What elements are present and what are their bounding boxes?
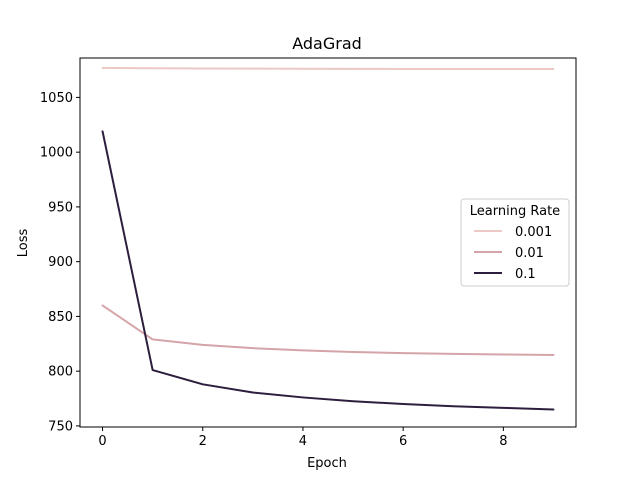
y-tick-label: 900 xyxy=(48,255,73,270)
plot-area xyxy=(101,66,555,411)
y-tick-label: 1050 xyxy=(40,91,73,106)
y-tick-label: 750 xyxy=(48,419,73,434)
legend-box xyxy=(460,198,570,287)
y-tick-label: 800 xyxy=(48,365,73,380)
legend-label-0.01: 0.01 xyxy=(515,246,544,261)
y-tick-label: 850 xyxy=(48,310,73,325)
x-tick-label: 0 xyxy=(98,434,106,449)
x-tick-label: 4 xyxy=(299,434,307,449)
series-line-0.01 xyxy=(101,304,555,356)
x-tick-label: 6 xyxy=(399,434,407,449)
x-axis-label: Epoch xyxy=(307,456,347,471)
y-axis-label: Loss xyxy=(16,229,31,258)
series-line-0.001 xyxy=(101,66,555,71)
series-line-0.1 xyxy=(101,130,555,411)
legend-label-0.1: 0.1 xyxy=(515,267,536,282)
y-tick-label: 950 xyxy=(48,200,73,215)
y-tick-label: 1000 xyxy=(40,146,73,161)
legend: Learning Rate 0.001 0.01 0.1 xyxy=(460,198,570,287)
x-tick-label: 2 xyxy=(199,434,207,449)
legend-title: Learning Rate xyxy=(470,204,560,219)
legend-label-0.001: 0.001 xyxy=(515,225,552,240)
axes-frame xyxy=(79,57,577,428)
chart-title: AdaGrad xyxy=(292,34,362,53)
x-tick-label: 8 xyxy=(499,434,507,449)
